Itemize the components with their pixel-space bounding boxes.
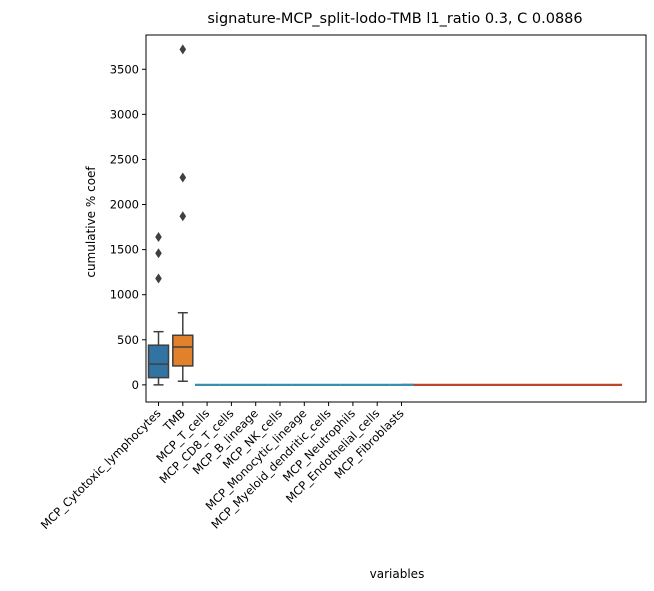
- chart-title: signature-MCP_split-lodo-TMB l1_ratio 0.…: [207, 11, 582, 27]
- x-tick-label: MCP_Cytotoxic_lymphocytes: [38, 406, 164, 532]
- outlier-point: [155, 273, 162, 284]
- box-0: [147, 344, 170, 379]
- y-tick-label: 500: [117, 333, 139, 347]
- outlier-point: [155, 231, 162, 242]
- outlier-point: [179, 211, 187, 222]
- y-tick-label: 1000: [110, 288, 139, 302]
- box-1: [172, 334, 194, 367]
- y-tick-label: 3000: [110, 107, 139, 121]
- x-axis-label: variables: [370, 567, 425, 581]
- outlier-point: [155, 248, 162, 259]
- outlier-point: [179, 44, 187, 55]
- y-tick-label: 3500: [110, 62, 139, 76]
- y-axis-label: cumulative % coef: [84, 166, 98, 278]
- plot-frame: [145, 34, 647, 403]
- plot-area: [147, 44, 622, 386]
- y-tick-label: 2000: [110, 198, 139, 212]
- y-tick-label: 1500: [110, 243, 139, 257]
- y-tick-label: 2500: [110, 152, 139, 166]
- y-tick-label: 0: [132, 378, 139, 392]
- outlier-point: [179, 172, 187, 183]
